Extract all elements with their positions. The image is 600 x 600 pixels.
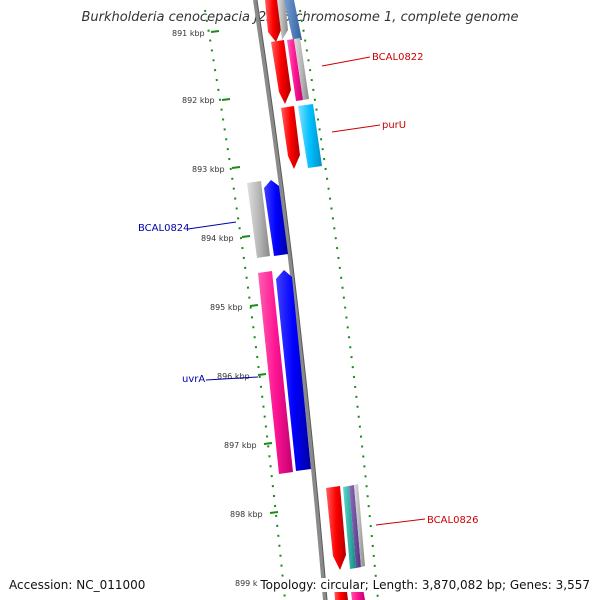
pointer-bcal0824: [187, 221, 237, 230]
gene-purU-cyan[interactable]: [298, 104, 322, 168]
gene-bcal0824-blue[interactable]: [264, 180, 288, 256]
tick-label-899: 899 kbp: [235, 579, 268, 588]
gene-bcal0822-pink[interactable]: [287, 39, 303, 101]
gene-uvrA-blue[interactable]: [276, 270, 311, 471]
tick-label-893: 893 kbp: [192, 165, 225, 174]
map-title: Burkholderia cenocepacia J2315 chromosom…: [81, 10, 519, 25]
pointer-bcal0826: [375, 518, 426, 526]
outer-tick-ring: [299, 9, 379, 600]
gene-bcal0824-gray[interactable]: [247, 181, 270, 258]
pointer-purU: [331, 124, 381, 133]
tick-label-897: 897 kbp: [224, 441, 257, 450]
gene-bcal0826-gray[interactable]: [354, 484, 365, 567]
genome-backbone: [253, 0, 327, 600]
tick-label-894: 894 kbp: [201, 234, 234, 243]
gene-label-bcal0824[interactable]: BCAL0824: [138, 223, 190, 234]
tick-label-898: 898 kbp: [230, 510, 263, 519]
gene-label-bcal0826[interactable]: BCAL0826: [427, 515, 479, 526]
tick-label-892: 892 kbp: [182, 96, 215, 105]
gene-label-bcal0822[interactable]: BCAL0822: [372, 52, 424, 63]
gene-bcal0826-teal[interactable]: [343, 486, 356, 569]
gene-top-red[interactable]: [265, 0, 281, 42]
gene-red-purU[interactable]: [281, 106, 300, 169]
gene-red-bcal0821[interactable]: [271, 40, 291, 104]
gene-bcal0826-red[interactable]: [326, 486, 346, 570]
gene-top-steel[interactable]: [284, 0, 302, 40]
accession-info: Accession: NC_011000: [9, 578, 146, 592]
gene-bcal0826-purple[interactable]: [349, 485, 361, 568]
topology-info: Topology: circular; Length: 3,870,082 bp…: [258, 578, 590, 592]
pointer-bcal0822: [321, 56, 371, 67]
gene-bcal0822-gray[interactable]: [294, 38, 309, 100]
tick-label-896: 896 kbp: [217, 372, 250, 381]
gene-label-uvrA[interactable]: uvrA: [182, 374, 205, 385]
gene-top-gray[interactable]: [277, 0, 288, 40]
gene-label-purU[interactable]: purU: [382, 120, 406, 131]
tick-label-895: 895 kbp: [210, 303, 243, 312]
pointer-uvrA: [205, 376, 259, 381]
genome-backbone-edge: [256, 0, 328, 600]
inner-tick-ring: [204, 9, 286, 600]
tick-label-891: 891 kbp: [172, 29, 205, 38]
gene-uvrA-pink[interactable]: [258, 271, 293, 474]
